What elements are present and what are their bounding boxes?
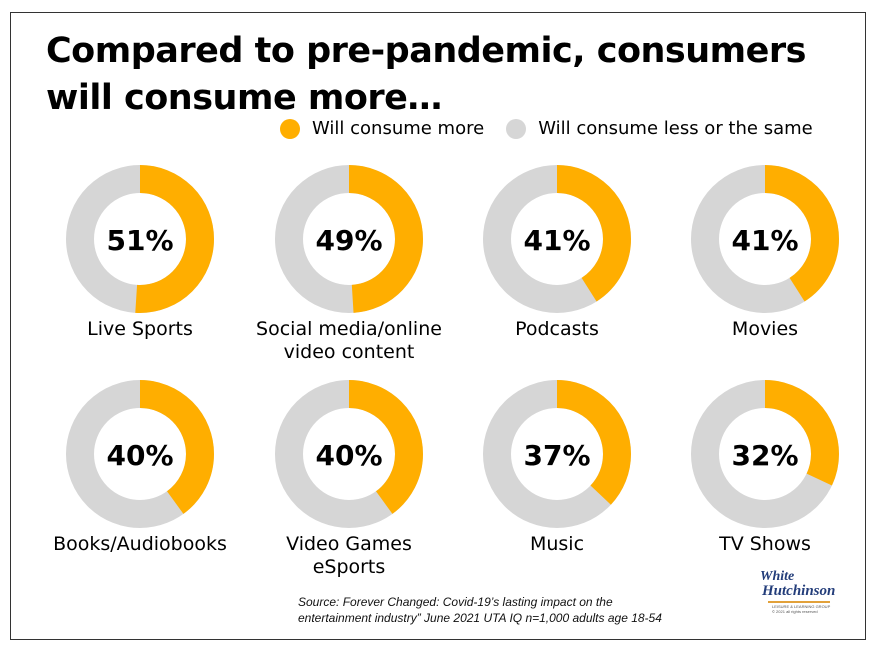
donut-value-label: 41% bbox=[731, 224, 798, 257]
donut-value-label: 40% bbox=[315, 439, 382, 472]
source-note: Source: Forever Changed: Covid-19’s last… bbox=[298, 594, 758, 626]
donut-value-label: 40% bbox=[106, 439, 173, 472]
donut-value-label: 51% bbox=[106, 224, 173, 257]
donut-slice-more bbox=[483, 165, 631, 313]
logo-copyright: © 2021 all rights reserved bbox=[772, 609, 818, 614]
donut-value-label: 37% bbox=[523, 439, 590, 472]
donut-value-label: 41% bbox=[523, 224, 590, 257]
logo-line-2: Hutchinson bbox=[762, 583, 836, 599]
donut-category-label: Live Sports bbox=[87, 318, 193, 340]
donut-slice-more bbox=[275, 165, 423, 313]
source-line-2: entertainment industry” June 2021 UTA IQ… bbox=[298, 611, 662, 625]
legend-item-more: Will consume more bbox=[280, 118, 484, 139]
logo-line-1: White bbox=[760, 569, 795, 584]
legend-swatch-less bbox=[506, 118, 527, 139]
donut-value-label: 49% bbox=[315, 224, 382, 257]
legend-item-less: Will consume less or the same bbox=[506, 118, 813, 139]
donut-category-label: eSports bbox=[313, 556, 386, 578]
donut-slice-more bbox=[483, 380, 631, 528]
donut-slice-more bbox=[691, 165, 839, 313]
donut-slice-more bbox=[66, 165, 214, 313]
donut-category-label: video content bbox=[284, 341, 415, 363]
donut-category-label: TV Shows bbox=[718, 533, 811, 555]
donut-category-label: Video Games bbox=[286, 533, 412, 555]
donut-category-label: Podcasts bbox=[515, 318, 599, 340]
logo-rule bbox=[768, 601, 830, 603]
donut-category-label: Social media/online bbox=[256, 318, 442, 340]
donut-slice-more bbox=[66, 380, 214, 528]
legend-swatch-more bbox=[280, 118, 300, 139]
white-hutchinson-logo: White Hutchinson LEISURE & LEARNING GROU… bbox=[760, 570, 850, 622]
donut-value-label: 32% bbox=[731, 439, 798, 472]
logo-tagline: LEISURE & LEARNING GROUP bbox=[772, 604, 831, 609]
legend-label-less: Will consume less or the same bbox=[538, 118, 813, 139]
donut-category-label: Books/Audiobooks bbox=[53, 533, 227, 555]
legend: Will consume more Will consume less or t… bbox=[280, 118, 835, 139]
donut-category-label: Movies bbox=[732, 318, 798, 340]
donut-slice-more bbox=[691, 380, 839, 528]
donut-slice-more bbox=[275, 380, 423, 528]
legend-label-more: Will consume more bbox=[312, 118, 485, 139]
donut-category-label: Music bbox=[530, 533, 584, 555]
source-line-1: Source: Forever Changed: Covid-19’s last… bbox=[298, 595, 613, 609]
chart-title: Compared to pre-pandemic, consumers will… bbox=[46, 31, 807, 118]
chart-frame bbox=[10, 12, 866, 640]
